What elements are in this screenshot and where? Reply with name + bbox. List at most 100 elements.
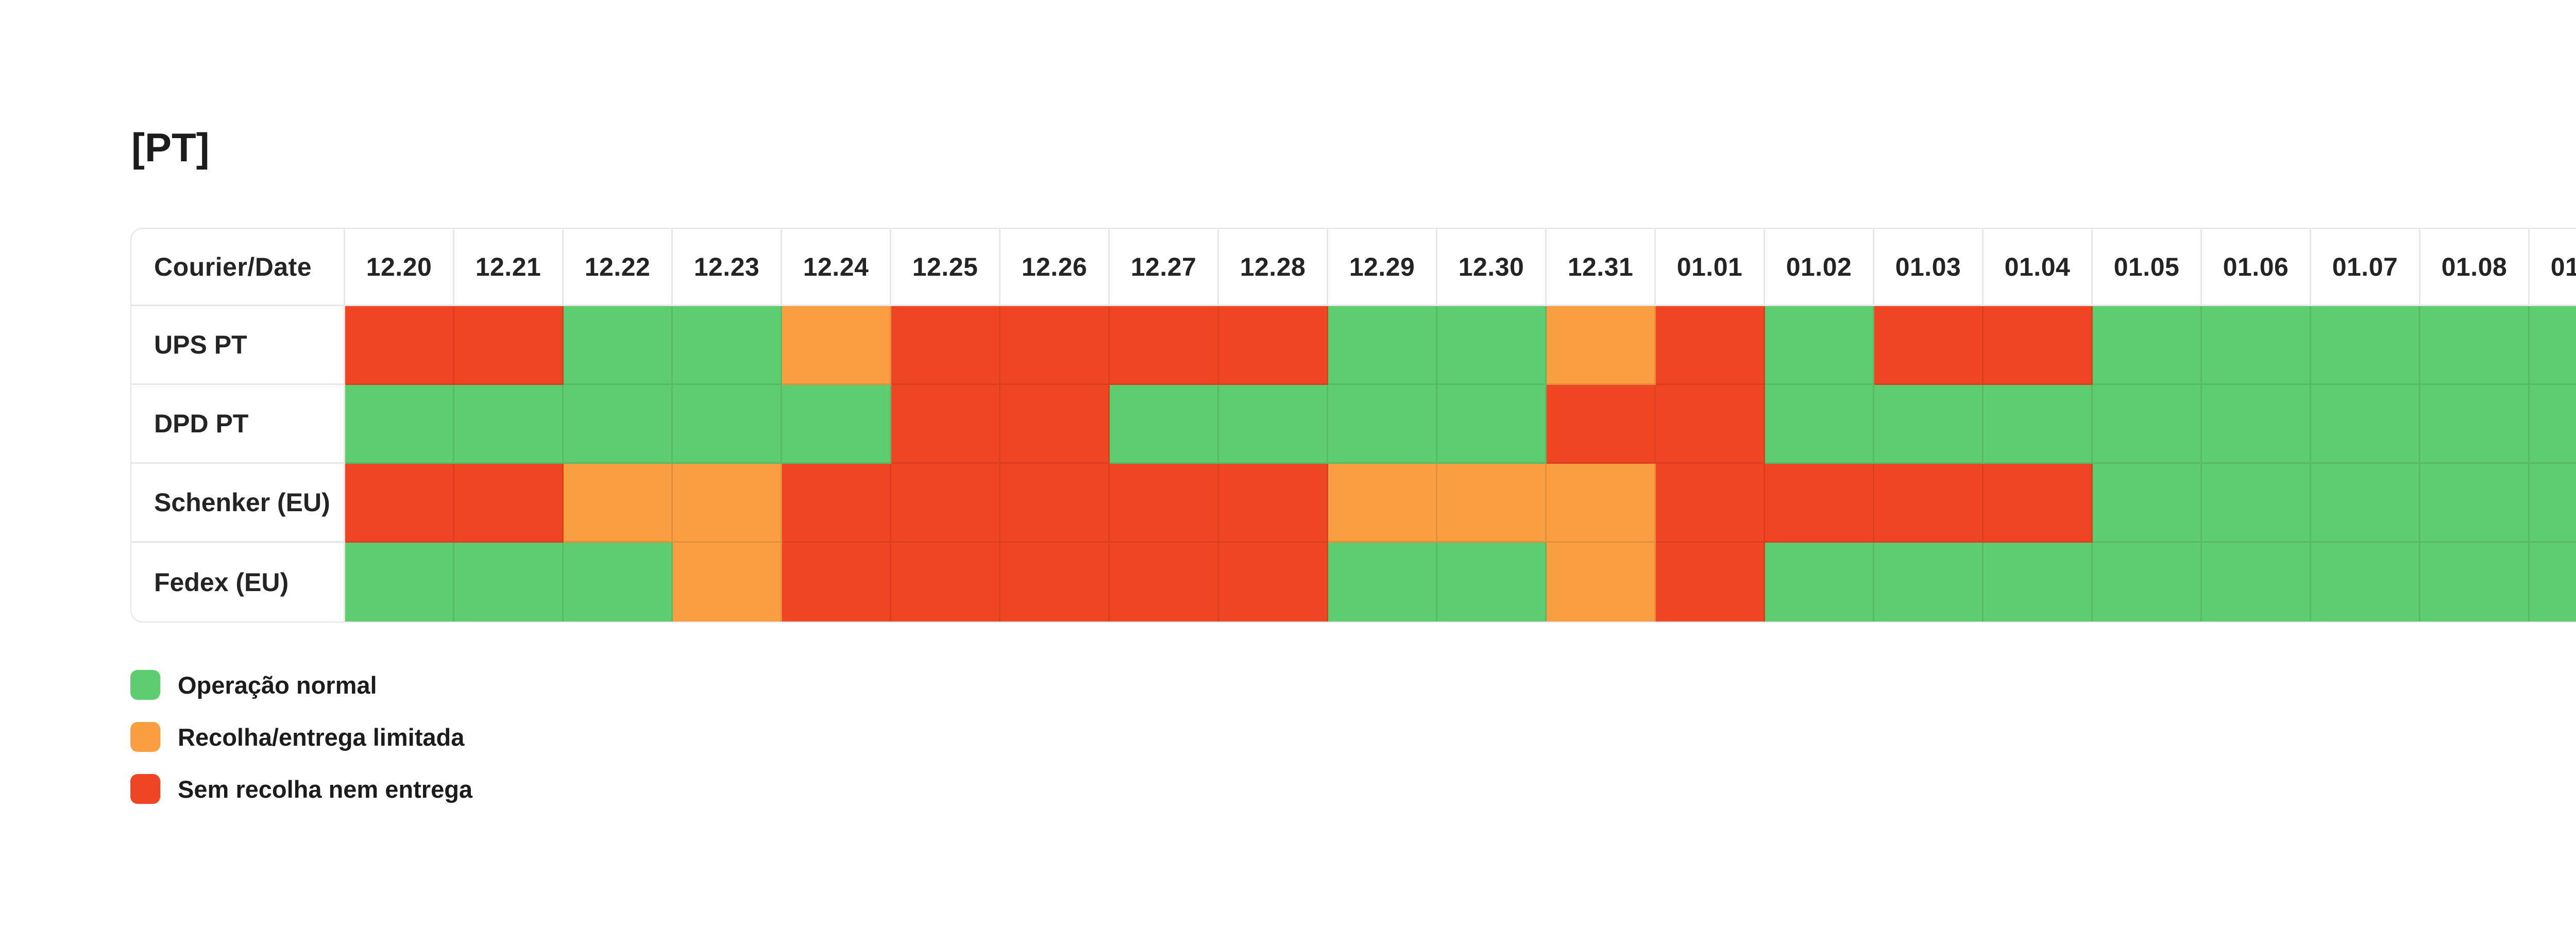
status-cell-orange: [1328, 464, 1437, 543]
date-column-header: 01.01: [1656, 229, 1765, 306]
date-column-header: 01.02: [1765, 229, 1874, 306]
status-cell-orange: [673, 464, 782, 543]
legend-item: Recolha/entrega limitada: [130, 722, 472, 752]
status-cell-red: [1001, 385, 1110, 464]
status-cell-red: [782, 543, 891, 621]
status-cell-green: [2420, 385, 2530, 464]
status-cell-red: [1001, 306, 1110, 385]
status-cell-orange: [1437, 464, 1547, 543]
status-cell-green: [1328, 385, 1437, 464]
status-cell-red: [1656, 543, 1765, 621]
status-cell-green: [2420, 464, 2530, 543]
status-cell-green: [2530, 306, 2576, 385]
status-cell-green: [673, 385, 782, 464]
date-column-header: 12.24: [782, 229, 891, 306]
status-cell-green: [1110, 385, 1219, 464]
status-cell-green: [564, 543, 673, 621]
status-cell-red: [345, 464, 454, 543]
date-column-header: 12.27: [1110, 229, 1219, 306]
status-cell-green: [1437, 385, 1547, 464]
status-cell-orange: [564, 464, 673, 543]
status-cell-green: [1984, 385, 2093, 464]
date-column-header: 01.04: [1984, 229, 2093, 306]
status-cell-green: [564, 385, 673, 464]
courier-label: UPS PT: [131, 306, 345, 385]
status-cell-green: [1328, 306, 1437, 385]
status-cell-red: [1874, 306, 1984, 385]
status-cell-green: [1219, 385, 1328, 464]
status-cell-green: [2530, 543, 2576, 621]
status-cell-green: [1765, 543, 1874, 621]
date-column-header: 12.30: [1437, 229, 1547, 306]
status-cell-red: [891, 464, 1001, 543]
status-cell-red: [782, 464, 891, 543]
courier-label: Schenker (EU): [131, 464, 345, 543]
status-cell-red: [1656, 306, 1765, 385]
courier-label: Fedex (EU): [131, 543, 345, 621]
courier-label: DPD PT: [131, 385, 345, 464]
date-column-header: 12.26: [1001, 229, 1110, 306]
status-cell-green: [2530, 385, 2576, 464]
status-cell-green: [2311, 306, 2420, 385]
date-column-header: 01.09: [2530, 229, 2576, 306]
status-cell-green: [1984, 543, 2093, 621]
status-cell-green: [2530, 464, 2576, 543]
status-cell-red: [1656, 385, 1765, 464]
date-column-header: 12.31: [1547, 229, 1656, 306]
status-cell-red: [1765, 464, 1874, 543]
legend-label: Sem recolha nem entrega: [178, 775, 473, 803]
status-cell-green: [2202, 543, 2311, 621]
status-cell-red: [1110, 464, 1219, 543]
status-cell-red: [1219, 306, 1328, 385]
status-cell-green: [2420, 306, 2530, 385]
status-cell-green: [1874, 543, 1984, 621]
status-cell-red: [454, 306, 564, 385]
status-cell-green: [1328, 543, 1437, 621]
status-cell-orange: [1547, 306, 1656, 385]
schedule-grid: Courier/Date 12.20 12.21 12.22 12.23 12.24 12.…: [131, 229, 2576, 621]
date-column-header: 01.07: [2311, 229, 2420, 306]
status-cell-green: [1437, 306, 1547, 385]
status-cell-orange: [673, 543, 782, 621]
status-cell-green: [454, 543, 564, 621]
status-cell-red: [891, 385, 1001, 464]
status-cell-green: [2202, 464, 2311, 543]
legend-item: Operação normal: [130, 670, 472, 700]
status-cell-red: [891, 543, 1001, 621]
status-cell-green: [2093, 464, 2202, 543]
status-cell-green: [2202, 385, 2311, 464]
status-cell-green: [345, 543, 454, 621]
page-title: [PT]: [131, 125, 210, 170]
date-column-header: 12.21: [454, 229, 564, 306]
legend-label: Operação normal: [178, 671, 377, 699]
date-column-header: 01.03: [1874, 229, 1984, 306]
status-cell-red: [1874, 464, 1984, 543]
status-cell-green: [1874, 385, 1984, 464]
status-cell-red: [1001, 543, 1110, 621]
date-column-header: 01.05: [2093, 229, 2202, 306]
status-cell-green: [2420, 543, 2530, 621]
status-cell-red: [1219, 464, 1328, 543]
status-cell-red: [1547, 385, 1656, 464]
date-column-header: 01.08: [2420, 229, 2530, 306]
date-column-header: 12.28: [1219, 229, 1328, 306]
status-cell-orange: [1547, 464, 1656, 543]
legend-swatch-red: [130, 774, 160, 804]
status-cell-red: [454, 464, 564, 543]
courier-schedule-table: Courier/Date 12.20 12.21 12.22 12.23 12.24 12.…: [130, 228, 2576, 623]
legend-item: Sem recolha nem entrega: [130, 774, 472, 804]
status-cell-green: [1437, 543, 1547, 621]
status-cell-green: [1765, 385, 1874, 464]
status-cell-green: [2093, 543, 2202, 621]
status-cell-red: [1984, 464, 2093, 543]
status-cell-red: [1219, 543, 1328, 621]
date-column-header: 12.29: [1328, 229, 1437, 306]
legend-swatch-orange: [130, 722, 160, 752]
status-cell-green: [782, 385, 891, 464]
status-cell-orange: [1547, 543, 1656, 621]
status-cell-green: [2311, 385, 2420, 464]
status-cell-green: [2311, 543, 2420, 621]
corner-header: Courier/Date: [131, 229, 345, 306]
status-cell-red: [891, 306, 1001, 385]
status-cell-green: [2311, 464, 2420, 543]
